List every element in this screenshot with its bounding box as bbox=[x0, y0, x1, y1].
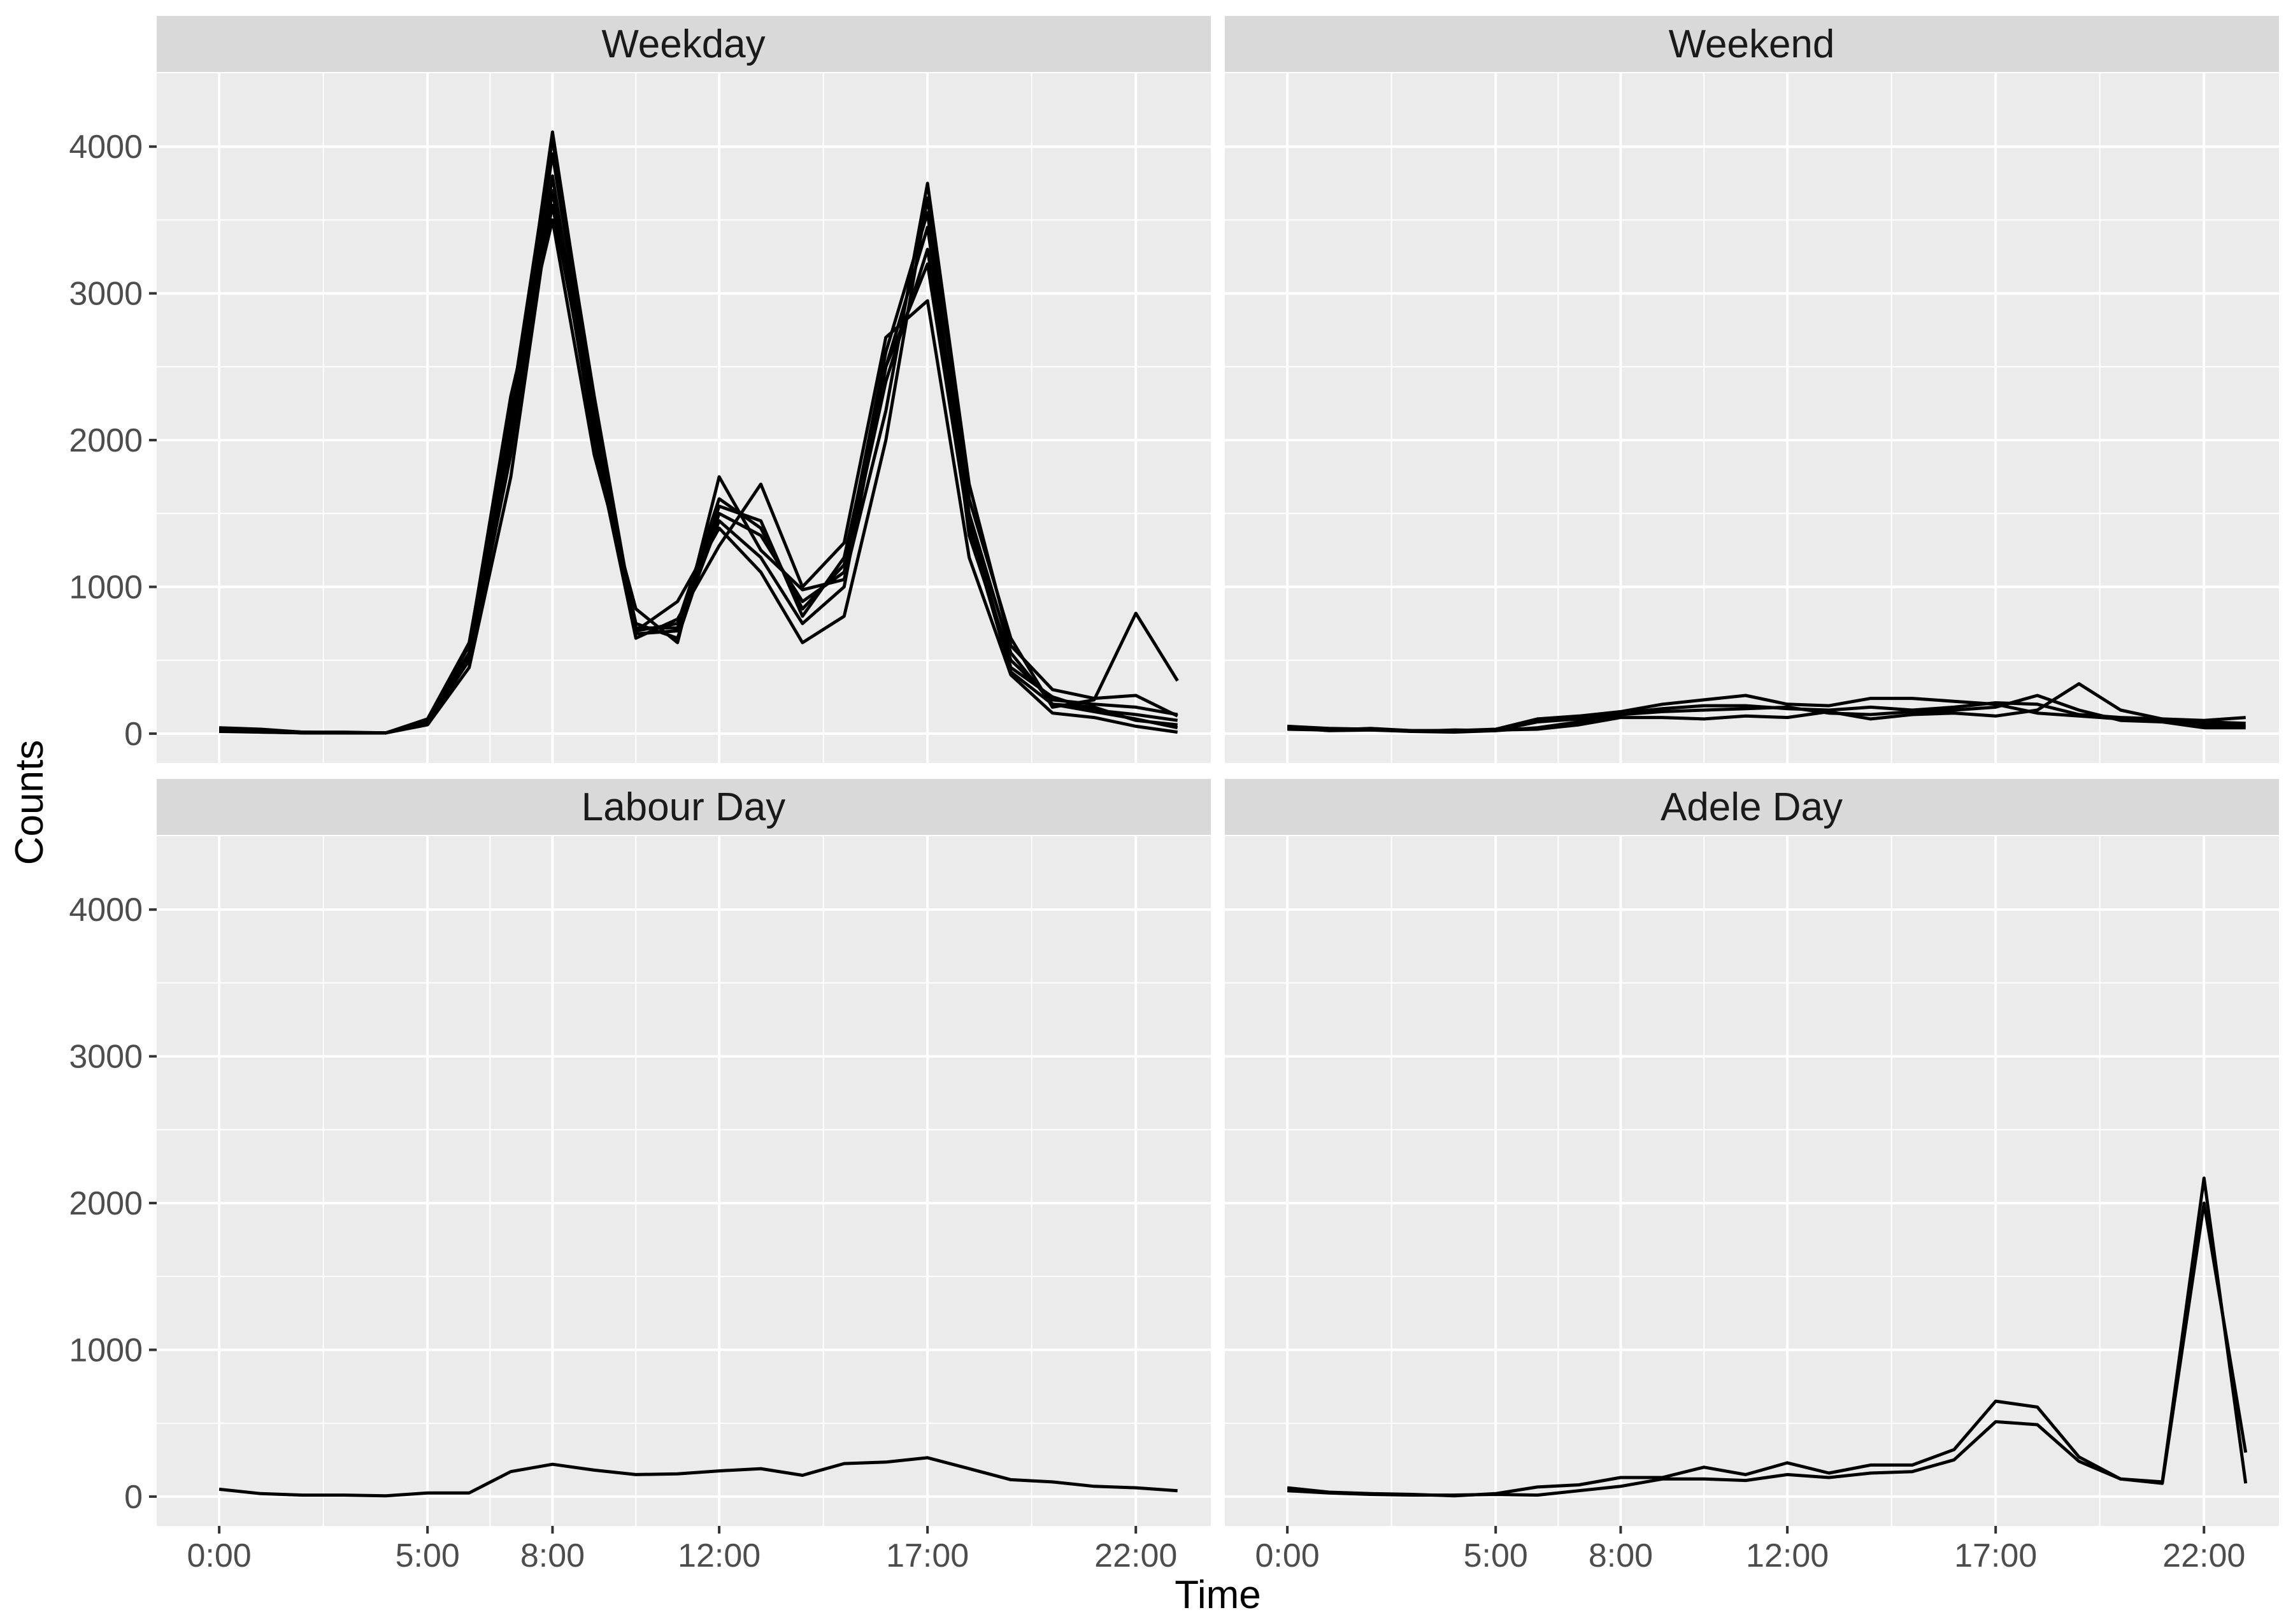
y-tick-label: 2000 bbox=[69, 422, 143, 459]
x-tick-label: 0:00 bbox=[187, 1537, 252, 1574]
facet-title: Labour Day bbox=[582, 785, 786, 829]
x-tick-label: 5:00 bbox=[1464, 1537, 1528, 1574]
series-lines bbox=[1287, 1176, 2248, 1498]
y-axis-title: Counts bbox=[8, 740, 52, 865]
y-tick-label: 1000 bbox=[69, 569, 143, 606]
facet-title: Weekday bbox=[601, 22, 765, 66]
facet-title: Weekend bbox=[1669, 22, 1835, 66]
x-tick-label: 22:00 bbox=[2162, 1537, 2245, 1574]
x-tick-label: 22:00 bbox=[1094, 1537, 1177, 1574]
grid-lines bbox=[1225, 73, 2279, 763]
facet-panel: Adele Day bbox=[1225, 779, 2279, 1526]
facet-strip bbox=[1225, 16, 2279, 72]
series-lines bbox=[218, 1456, 1178, 1498]
x-tick-label: 5:00 bbox=[396, 1537, 460, 1574]
x-tick-label: 17:00 bbox=[1954, 1537, 2037, 1574]
plot-area bbox=[1225, 836, 2279, 1526]
x-tick-label: 8:00 bbox=[1589, 1537, 1653, 1574]
plot-area bbox=[1225, 73, 2279, 763]
y-tick-label: 3000 bbox=[69, 276, 143, 313]
series-line bbox=[219, 203, 1178, 735]
axes: 0 1000 2000 3000 4000 0 1000 2000 3000 4000 0:00 5:… bbox=[69, 129, 2245, 1574]
y-tick-label: 1000 bbox=[69, 1332, 143, 1369]
facet-title: Adele Day bbox=[1661, 785, 1843, 829]
grid-lines bbox=[157, 73, 1211, 763]
series-line bbox=[218, 1456, 1178, 1498]
x-axis-title: Time bbox=[1175, 1573, 1261, 1617]
facet-strip bbox=[157, 16, 1211, 72]
x-tick-label: 0:00 bbox=[1255, 1537, 1320, 1574]
plot-area bbox=[157, 73, 1211, 763]
series-lines bbox=[219, 130, 1179, 735]
y-tick-label: 4000 bbox=[69, 129, 143, 166]
facet-strip bbox=[1225, 779, 2279, 835]
facet-panel: Labour Day bbox=[157, 779, 1211, 1526]
y-tick-label: 0 bbox=[124, 1479, 143, 1516]
facet-panel: Weekday bbox=[157, 16, 1211, 763]
y-tick-label: 2000 bbox=[69, 1185, 143, 1222]
facet-strip bbox=[157, 779, 1211, 835]
series-line bbox=[1287, 1201, 2248, 1497]
grid-lines bbox=[1225, 836, 2279, 1526]
y-tick-label: 0 bbox=[124, 716, 143, 753]
x-tick-label: 12:00 bbox=[1746, 1537, 1829, 1574]
series-lines bbox=[1287, 682, 2246, 734]
x-tick-label: 17:00 bbox=[886, 1537, 969, 1574]
series-line bbox=[1287, 701, 2246, 733]
y-tick-label: 3000 bbox=[69, 1039, 143, 1076]
plot-area bbox=[157, 836, 1211, 1526]
facet-panel: Weekend bbox=[1225, 16, 2279, 763]
x-tick-label: 8:00 bbox=[520, 1537, 585, 1574]
y-tick-label: 4000 bbox=[69, 892, 143, 929]
x-tick-label: 12:00 bbox=[678, 1537, 761, 1574]
